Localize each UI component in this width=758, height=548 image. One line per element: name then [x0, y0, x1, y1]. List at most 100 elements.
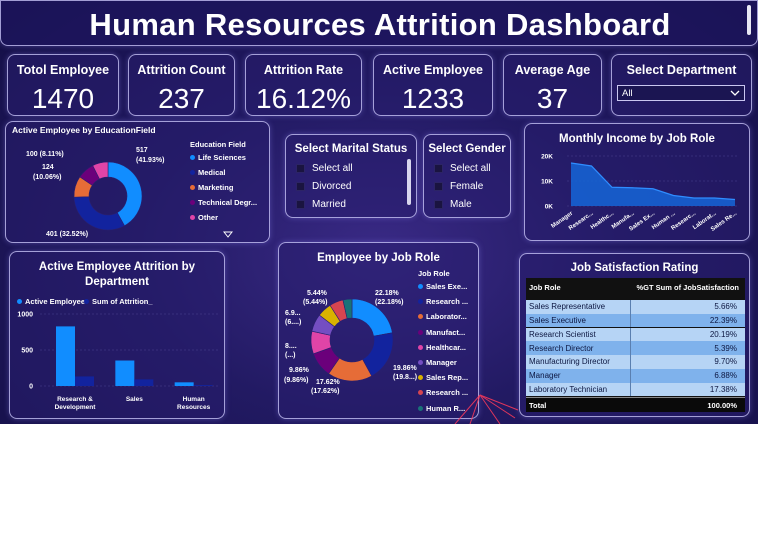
job-legend-item[interactable]: Human R... — [418, 404, 465, 413]
column-divider — [630, 300, 631, 314]
legend-label: Sales Rep... — [426, 373, 469, 383]
kpi-label: Totol Employee — [16, 63, 110, 77]
kpi-value: 1470 — [31, 83, 95, 114]
edu-legend-item[interactable]: Other — [190, 213, 218, 222]
job-label: 9.86% — [289, 367, 310, 374]
scrollbar-thumb[interactable] — [747, 5, 751, 35]
edu-donut-slice — [73, 196, 125, 231]
legend-label: Research ... — [426, 297, 469, 307]
edu-label-marketing: 124 — [42, 164, 54, 171]
dept-bar — [174, 382, 194, 386]
col-header-job-role[interactable]: Job Role — [529, 283, 561, 292]
job-legend-item[interactable]: Sales Exe... — [418, 282, 467, 291]
job-legend-item[interactable]: Manager — [418, 358, 457, 367]
job-legend-item[interactable]: Manufact... — [418, 328, 465, 337]
checkbox[interactable] — [434, 182, 443, 191]
job-legend-item[interactable]: Research ... — [418, 388, 468, 397]
column-divider — [630, 369, 631, 383]
table-row[interactable]: Research Scientist 20.19% — [526, 327, 745, 342]
legend-scroll-down-icon[interactable] — [223, 231, 233, 238]
option-label: Female — [450, 181, 484, 192]
edu-legend-item[interactable]: Marketing — [190, 183, 233, 192]
table-row[interactable]: Manufacturing Director 9.70% — [526, 355, 745, 369]
legend-label: Healthcar... — [426, 342, 467, 352]
attrition-department-panel: Active Employee Attrition by Department … — [9, 251, 225, 419]
kpi-value: 37 — [536, 83, 569, 114]
table-row[interactable]: Laboratory Technician 17.38% — [526, 382, 745, 397]
checkbox[interactable] — [296, 164, 305, 173]
kpi-label: Attrition Count — [137, 63, 226, 77]
kpi-value: 237 — [158, 83, 205, 114]
checkbox[interactable] — [434, 200, 443, 209]
option-label: Married — [312, 199, 346, 210]
job-role-donut-chart: 22.18% (22.18%) 19.86% (19.8...) 17.62% … — [284, 290, 418, 395]
education-donut-chart: 517 (41.93%) 100 (8.11%) 124 (10.06%) 40… — [26, 147, 164, 238]
job-legend-item[interactable]: Research ... — [418, 297, 468, 306]
income-ytick-label: 0K — [545, 204, 554, 211]
marital-option-select-all[interactable]: Select all — [296, 163, 353, 174]
gender-option-female[interactable]: Female — [434, 181, 483, 192]
cell-satisfaction-pct: 6.88% — [714, 371, 737, 381]
legend-dot-icon — [418, 405, 423, 411]
cell-job-role: Manufacturing Director — [529, 357, 610, 367]
dept-bar — [134, 379, 154, 386]
legend-dot-icon — [17, 299, 22, 304]
legend-dot-icon — [190, 200, 195, 205]
job-label: 8.... — [285, 343, 297, 350]
legend-label: Active Employee — [25, 297, 86, 306]
job-satisfaction-panel: Job Satisfaction Rating Job Role %GT Sum… — [519, 253, 750, 417]
attrition-legend-item[interactable]: Active Employee — [17, 297, 85, 306]
option-label: Select all — [450, 163, 491, 174]
marital-option-married[interactable]: Married — [296, 199, 346, 210]
attrition-legend-item[interactable]: Sum of Attrition_ — [84, 297, 153, 306]
job-satisfaction-table: Job Role %GT Sum of JobSatisfaction Sale… — [526, 278, 745, 412]
column-divider — [630, 327, 631, 342]
gender-option-select-all[interactable]: Select all — [434, 163, 491, 174]
job-label: (19.8...) — [393, 374, 417, 381]
table-row[interactable]: Sales Representative 5.66% — [526, 300, 745, 314]
marital-slicer-title: Select Marital Status — [294, 143, 408, 155]
job-label: 5.44% — [307, 290, 328, 297]
legend-label: Life Sciences — [198, 153, 246, 162]
monthly-income-panel: Monthly Income by Job Role 20K 10K 0K Manag… — [524, 123, 750, 241]
edu-legend-item[interactable]: Technical Degr... — [190, 198, 257, 207]
attrition-bar-chart: 1000 500 0 Research &Development Sales HumanR… — [17, 312, 218, 411]
marital-scrollbar[interactable] — [407, 159, 411, 205]
marital-option-divorced[interactable]: Divorced — [296, 181, 351, 192]
dept-category-label: Human — [183, 396, 205, 403]
legend-dot-icon — [418, 284, 423, 289]
legend-label: Sum of Attrition_ — [92, 297, 153, 306]
job-label: 22.18% — [375, 290, 400, 297]
edu-legend-item[interactable]: Medical — [190, 168, 226, 177]
option-label: Male — [450, 199, 472, 210]
legend-dot-icon — [418, 375, 423, 381]
table-total-row: Total 100.00% — [526, 397, 745, 412]
job-label: (6....) — [285, 319, 301, 326]
gender-option-male[interactable]: Male — [434, 199, 472, 210]
legend-label: Laborator... — [426, 312, 467, 322]
education-field-panel: Active Employee by EducationField 517 (4… — [5, 121, 270, 243]
checkbox[interactable] — [296, 200, 305, 209]
marital-status-slicer: Select Marital Status Select all Divorce… — [285, 134, 417, 218]
col-header-satisfaction[interactable]: %GT Sum of JobSatisfaction — [636, 283, 739, 292]
edu-legend-item[interactable]: Life Sciences — [190, 153, 246, 162]
dept-category-label: Sales — [126, 396, 143, 403]
department-dropdown[interactable]: All — [617, 85, 745, 101]
edu-label-life-sciences-pct: (41.93%) — [136, 157, 164, 164]
table-row[interactable]: Sales Executive 22.39% — [526, 313, 745, 328]
kpi-label: Active Employee — [382, 63, 484, 77]
income-area-chart: 20K10K0KManagerResearc...Healthc...Manuf… — [541, 154, 739, 233]
table-row[interactable]: Research Director 5.39% — [526, 341, 745, 355]
legend-dot-icon — [190, 155, 195, 160]
table-row[interactable]: Manager 6.88% — [526, 369, 745, 383]
job-label: 19.86% — [393, 365, 418, 372]
job-legend-item[interactable]: Laborator... — [418, 312, 467, 321]
checkbox[interactable] — [434, 164, 443, 173]
checkbox[interactable] — [296, 182, 305, 191]
column-divider — [630, 341, 631, 355]
job-legend-item[interactable]: Sales Rep... — [418, 373, 468, 382]
dept-bar — [193, 385, 213, 386]
legend-dot-icon — [190, 185, 195, 190]
job-legend-item[interactable]: Healthcar... — [418, 343, 466, 352]
cell-satisfaction-pct: 5.39% — [714, 343, 737, 353]
